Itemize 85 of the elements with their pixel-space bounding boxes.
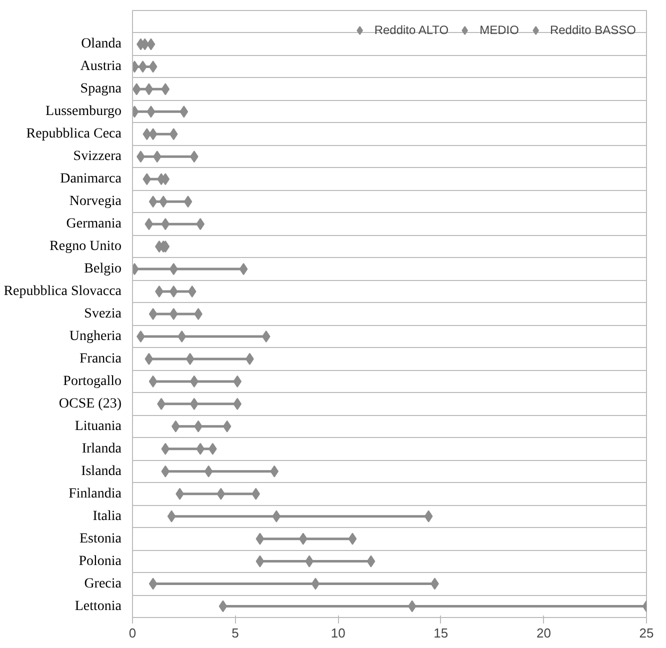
- y-tick-label: Svizzera: [73, 149, 122, 164]
- point: [188, 286, 196, 298]
- legend-label: MEDIO: [480, 23, 519, 37]
- point: [218, 600, 228, 612]
- point: [169, 128, 178, 140]
- point: [144, 218, 154, 230]
- point: [194, 308, 202, 320]
- point: [148, 578, 158, 590]
- x-tick-label: 10: [330, 626, 346, 640]
- point: [424, 510, 433, 522]
- y-tick-label: Regno Unito: [50, 239, 122, 254]
- y-tick-label: Lussemburgo: [46, 104, 122, 120]
- point: [161, 442, 170, 455]
- point: [148, 375, 158, 388]
- point: [144, 83, 154, 96]
- y-tick-label: Finlandia: [68, 486, 122, 502]
- legend-label: Reddito BASSO: [550, 23, 636, 37]
- point: [256, 555, 264, 568]
- y-tick-label: Repubblica Ceca: [26, 126, 122, 142]
- point: [148, 128, 158, 140]
- y-tick-label: Francia: [80, 351, 122, 366]
- y-tick-label: Svezia: [84, 306, 122, 322]
- y-tick-label: Estonia: [80, 531, 122, 546]
- y-tick-label: Grecia: [84, 576, 122, 592]
- point: [216, 488, 226, 500]
- y-tick-label: Ungheria: [69, 328, 122, 344]
- point: [184, 196, 192, 208]
- point: [146, 106, 156, 118]
- point: [298, 532, 308, 545]
- point: [204, 465, 213, 478]
- point: [148, 196, 158, 208]
- x-tick-label: 15: [434, 626, 448, 640]
- point: [142, 128, 152, 140]
- point: [272, 510, 281, 522]
- point: [186, 352, 194, 365]
- point: [161, 83, 170, 96]
- point: [146, 38, 156, 50]
- y-tick-label: Danimarca: [60, 172, 122, 187]
- x-tick-label: 0: [128, 626, 136, 640]
- y-tick-label: Polonia: [78, 554, 122, 569]
- y-tick-label: OCSE (23): [58, 396, 122, 412]
- y-tick-label: Repubblica Slovacca: [4, 284, 122, 300]
- point: [311, 578, 320, 590]
- point: [270, 465, 279, 478]
- y-tick-label: Norvegia: [69, 194, 122, 210]
- x-tick-label: 20: [536, 626, 551, 640]
- point: [148, 308, 158, 320]
- legend-label: Reddito ALTO: [374, 23, 449, 37]
- point: [180, 106, 188, 118]
- point: [348, 532, 357, 545]
- point: [233, 398, 242, 410]
- point: [222, 420, 232, 432]
- point: [233, 375, 242, 388]
- point: [408, 600, 416, 612]
- y-tick-label: Belgio: [84, 262, 122, 277]
- y-tick-label: Spagna: [80, 82, 122, 97]
- y-tick-label: Olanda: [81, 36, 122, 52]
- y-tick-label: Irlanda: [82, 441, 122, 456]
- point: [178, 330, 186, 342]
- point: [196, 442, 205, 455]
- point: [142, 173, 152, 186]
- point: [148, 60, 158, 73]
- y-tick-label: Austria: [80, 59, 122, 74]
- y-tick-label: Lituania: [74, 418, 122, 434]
- point: [169, 286, 178, 298]
- point: [161, 218, 170, 230]
- y-tick-label: Lettonia: [74, 598, 122, 614]
- point: [252, 488, 260, 500]
- y-tick-label: Germania: [66, 216, 122, 232]
- x-tick-label: 5: [232, 626, 239, 640]
- point: [169, 308, 178, 320]
- y-tick-label: Islanda: [81, 464, 122, 479]
- y-tick-label: Portogallo: [63, 374, 122, 389]
- point: [144, 352, 154, 365]
- point: [159, 196, 168, 208]
- point: [196, 218, 205, 230]
- point: [262, 330, 270, 342]
- point: [161, 465, 170, 478]
- x-tick-label: 25: [639, 626, 654, 640]
- point: [239, 263, 248, 276]
- point: [167, 510, 176, 522]
- point: [169, 263, 178, 276]
- y-tick-label: Italia: [92, 508, 122, 524]
- point: [366, 555, 376, 568]
- point: [256, 532, 264, 545]
